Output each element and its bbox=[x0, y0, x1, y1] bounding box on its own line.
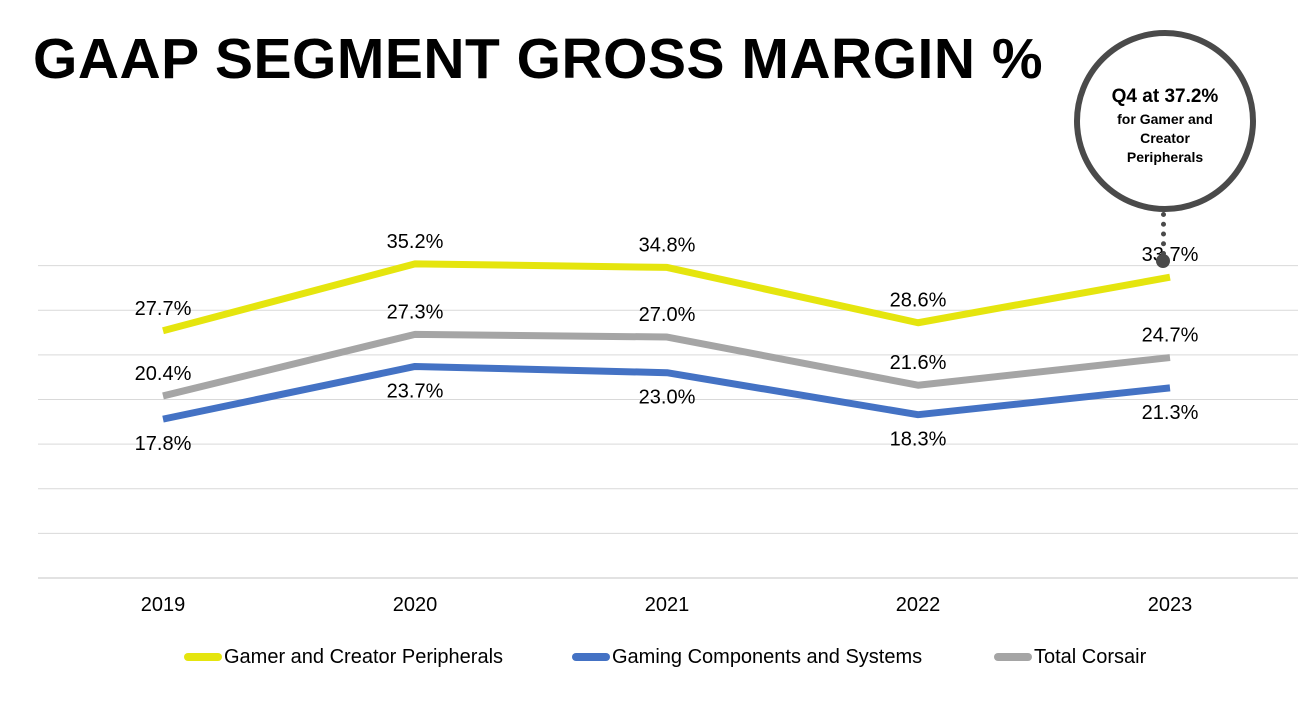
data-label: 23.7% bbox=[387, 380, 444, 402]
legend-item-gaming-components-systems: Gaming Components and Systems bbox=[572, 643, 922, 671]
data-label: 17.8% bbox=[135, 433, 192, 455]
data-label: 24.7% bbox=[1142, 325, 1199, 347]
data-label: 27.7% bbox=[135, 298, 192, 320]
legend-label: Gamer and Creator Peripherals bbox=[224, 645, 504, 668]
data-label: 21.6% bbox=[890, 352, 947, 374]
data-label: 34.8% bbox=[639, 234, 696, 256]
series-line-gamer-and-creator-peripherals bbox=[162, 260, 1171, 335]
data-label: 28.6% bbox=[890, 290, 947, 312]
data-label: 35.2% bbox=[387, 231, 444, 253]
x-tick-label: 2022 bbox=[896, 594, 941, 616]
data-label: 33.7% bbox=[1142, 244, 1199, 266]
x-axis-ticks: 2019 2020 2021 2022 2023 bbox=[141, 594, 1193, 616]
page-title: GAAP SEGMENT GROSS MARGIN % bbox=[33, 27, 1044, 91]
legend-item-gamer-creator-peripherals: Gamer and Creator Peripherals bbox=[184, 643, 503, 671]
series-line-gaming-components-and-systems bbox=[162, 362, 1171, 423]
data-label: 27.3% bbox=[387, 301, 444, 323]
x-tick-label: 2021 bbox=[645, 594, 690, 616]
series-line-total-corsair bbox=[162, 330, 1171, 400]
data-labels: 27.7% 35.2% 34.8% 28.6% 33.7% 17.8% 23.7% 23.0%… bbox=[135, 231, 1199, 455]
chart-legend: Gamer and Creator Peripherals Gaming Com… bbox=[0, 643, 1307, 671]
data-label: 18.3% bbox=[890, 429, 947, 451]
x-tick-label: 2023 bbox=[1148, 594, 1193, 616]
data-label: 21.3% bbox=[1142, 402, 1199, 424]
x-tick-label: 2019 bbox=[141, 594, 186, 616]
x-tick-label: 2020 bbox=[393, 594, 438, 616]
series-lines bbox=[162, 260, 1171, 423]
data-label: 20.4% bbox=[135, 363, 192, 385]
legend-swatch bbox=[184, 653, 222, 661]
callout-body: for Gamer and Creator Peripherals bbox=[1117, 111, 1213, 165]
legend-swatch bbox=[994, 653, 1032, 661]
data-label: 23.0% bbox=[639, 387, 696, 409]
legend-label: Gaming Components and Systems bbox=[612, 645, 923, 668]
legend-swatch bbox=[572, 653, 610, 661]
callout-circle: Q4 at 37.2% for Gamer and Creator Periph… bbox=[1074, 30, 1256, 212]
legend-item-total-corsair: Total Corsair bbox=[994, 643, 1146, 671]
callout-headline: Q4 at 37.2% bbox=[1111, 86, 1219, 107]
legend-label: Total Corsair bbox=[1034, 645, 1147, 668]
callout-connector-dot bbox=[1156, 254, 1170, 268]
data-label: 27.0% bbox=[639, 304, 696, 326]
callout-connector bbox=[1161, 212, 1166, 256]
